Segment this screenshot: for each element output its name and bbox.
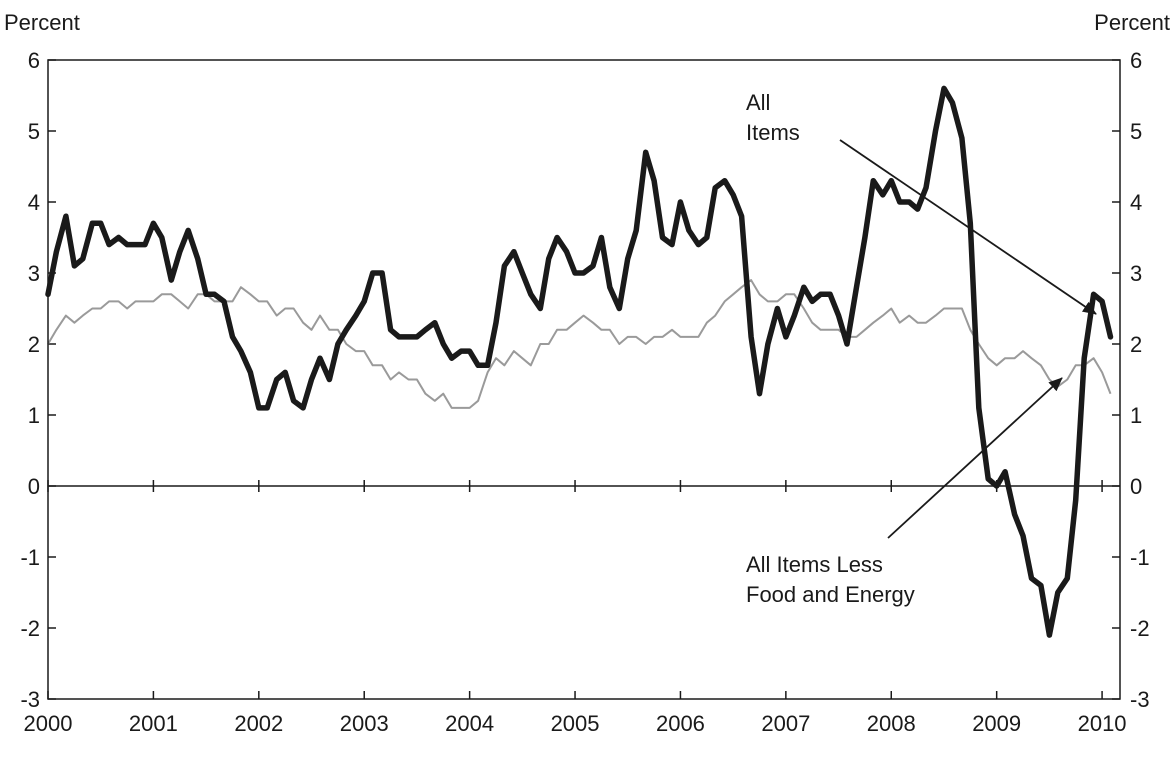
y-tick-label-right: 3 — [1130, 261, 1142, 286]
x-tick-label: 2007 — [761, 711, 810, 736]
y-axis-left: 6 5 4 3 2 1 0 -1 -2 -3 — [20, 48, 56, 712]
annotation-arrow-all_items — [839, 139, 1097, 315]
y-tick-label-right: 0 — [1130, 474, 1142, 499]
x-tick-label: 2006 — [656, 711, 705, 736]
series-line-core — [47, 279, 1112, 409]
x-tick-label: 2002 — [234, 711, 283, 736]
x-tick-label: 2003 — [340, 711, 389, 736]
y-tick-label-right: 1 — [1130, 403, 1142, 428]
y-tick-label-right: -3 — [1130, 687, 1150, 712]
plot-frame — [47, 59, 1121, 700]
y-tick-label-left: 4 — [28, 190, 40, 215]
y-tick-label-left: -2 — [20, 616, 40, 641]
y-tick-label-left: 1 — [28, 403, 40, 428]
y-tick-label-left: 2 — [28, 332, 40, 357]
x-tick-label: 2000 — [24, 711, 73, 736]
y-tick-label-left: 5 — [28, 119, 40, 144]
x-tick-label: 2008 — [867, 711, 916, 736]
series-line-all-items — [45, 85, 1114, 638]
y-axis-right: 6 5 4 3 2 1 0 -1 -2 -3 — [1112, 48, 1150, 712]
annotation-arrow-core — [887, 377, 1063, 539]
x-tick-label: 2005 — [551, 711, 600, 736]
x-tick-label: 2009 — [972, 711, 1021, 736]
y-tick-label-right: 5 — [1130, 119, 1142, 144]
x-tick-label: 2010 — [1078, 711, 1127, 736]
y-tick-label-left: 0 — [28, 474, 40, 499]
y-tick-label-right: 2 — [1130, 332, 1142, 357]
annotation-label-core: Food and Energy — [746, 582, 915, 607]
annotation-label-all_items: All — [746, 90, 770, 115]
annotation-label-all_items: Items — [746, 120, 800, 145]
x-tick-label: 2004 — [445, 711, 494, 736]
y-tick-label-left: -3 — [20, 687, 40, 712]
y-axis-title-right: Percent — [1094, 10, 1170, 35]
y-tick-label-right: -1 — [1130, 545, 1150, 570]
y-tick-label-left: 6 — [28, 48, 40, 73]
y-tick-label-left: -1 — [20, 545, 40, 570]
y-tick-label-right: 4 — [1130, 190, 1142, 215]
y-tick-label-left: 3 — [28, 261, 40, 286]
x-axis: 2000 2001 2002 2003 2004 2005 2006 2007 2008 2009… — [24, 480, 1127, 736]
annotations: All Items All Items Less Food and Energy — [746, 90, 1097, 607]
y-axis-title-left: Percent — [4, 10, 80, 35]
x-tick-label: 2001 — [129, 711, 178, 736]
y-tick-label-right: 6 — [1130, 48, 1142, 73]
annotation-label-core: All Items Less — [746, 552, 883, 577]
y-tick-label-right: -2 — [1130, 616, 1150, 641]
